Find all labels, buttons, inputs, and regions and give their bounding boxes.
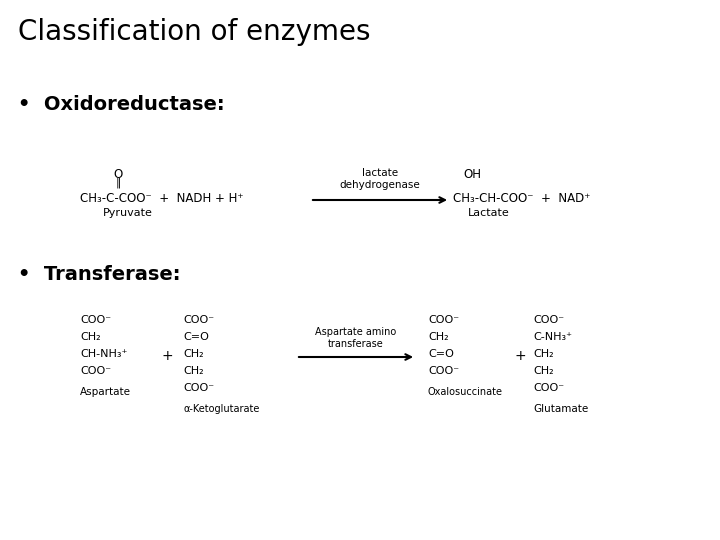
Text: CH₃-CH-COO⁻  +  NAD⁺: CH₃-CH-COO⁻ + NAD⁺ bbox=[453, 192, 590, 205]
Text: CH₂: CH₂ bbox=[183, 349, 204, 359]
Text: C=O: C=O bbox=[428, 349, 454, 359]
Text: Glutamate: Glutamate bbox=[533, 404, 588, 414]
Text: COO⁻: COO⁻ bbox=[533, 315, 564, 325]
Text: COO⁻: COO⁻ bbox=[428, 366, 459, 376]
Text: Aspartate amino
transferase: Aspartate amino transferase bbox=[315, 327, 397, 349]
Text: COO⁻: COO⁻ bbox=[533, 383, 564, 393]
Text: OH: OH bbox=[463, 168, 481, 181]
Text: CH₂: CH₂ bbox=[428, 332, 449, 342]
Text: ‖: ‖ bbox=[115, 178, 121, 188]
Text: •  Oxidoreductase:: • Oxidoreductase: bbox=[18, 95, 225, 114]
Text: COO⁻: COO⁻ bbox=[80, 315, 111, 325]
Text: CH₂: CH₂ bbox=[183, 366, 204, 376]
Text: COO⁻: COO⁻ bbox=[183, 315, 214, 325]
Text: Pyruvate: Pyruvate bbox=[103, 208, 153, 218]
Text: CH-NH₃⁺: CH-NH₃⁺ bbox=[80, 349, 127, 359]
Text: Aspartate: Aspartate bbox=[80, 387, 131, 397]
Text: CH₂: CH₂ bbox=[533, 366, 554, 376]
Text: C=O: C=O bbox=[183, 332, 209, 342]
Text: +: + bbox=[514, 349, 526, 363]
Text: Lactate: Lactate bbox=[468, 208, 510, 218]
Text: COO⁻: COO⁻ bbox=[183, 383, 214, 393]
Text: CH₂: CH₂ bbox=[533, 349, 554, 359]
Text: O: O bbox=[113, 168, 122, 181]
Text: lactate
dehydrogenase: lactate dehydrogenase bbox=[340, 167, 420, 190]
Text: CH₃-C-COO⁻  +  NADH + H⁺: CH₃-C-COO⁻ + NADH + H⁺ bbox=[80, 192, 243, 205]
Text: COO⁻: COO⁻ bbox=[80, 366, 111, 376]
Text: •  Transferase:: • Transferase: bbox=[18, 265, 181, 284]
Text: CH₂: CH₂ bbox=[80, 332, 101, 342]
Text: +: + bbox=[161, 349, 173, 363]
Text: α-Ketoglutarate: α-Ketoglutarate bbox=[183, 404, 259, 414]
Text: Classification of enzymes: Classification of enzymes bbox=[18, 18, 371, 46]
Text: Oxalosuccinate: Oxalosuccinate bbox=[428, 387, 503, 397]
Text: C-NH₃⁺: C-NH₃⁺ bbox=[533, 332, 572, 342]
Text: COO⁻: COO⁻ bbox=[428, 315, 459, 325]
